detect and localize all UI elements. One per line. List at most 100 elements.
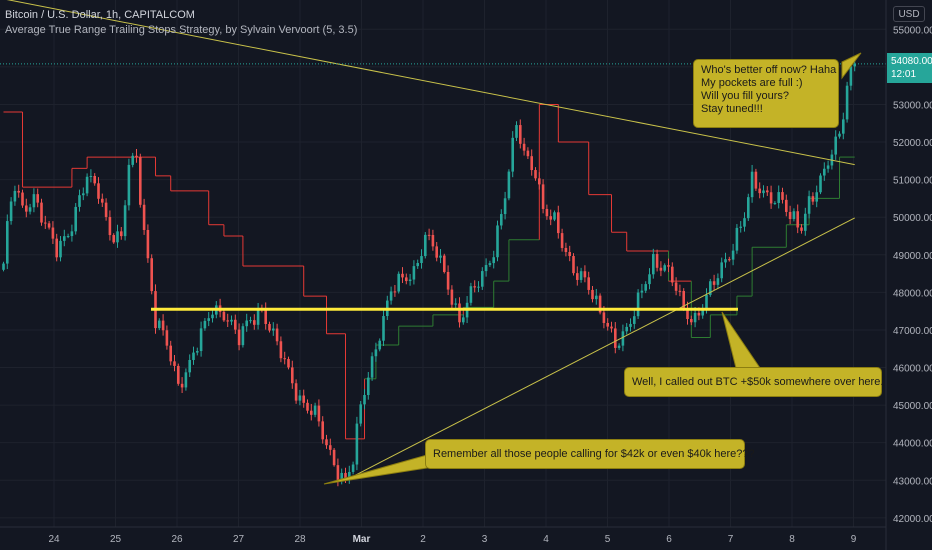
trend-line	[345, 217, 855, 481]
candle-body	[815, 192, 818, 202]
candle-body	[655, 254, 659, 268]
candle-body	[747, 197, 750, 219]
candle-body	[234, 319, 237, 330]
candle-body	[621, 331, 625, 346]
candle-body	[203, 320, 207, 329]
candle-body	[568, 252, 571, 257]
candle-body	[826, 165, 830, 169]
candle-body	[93, 175, 96, 184]
candle-body	[652, 254, 655, 275]
price-tick-label: 44000.00	[893, 439, 932, 450]
candle-body	[196, 351, 199, 353]
candle-body	[363, 395, 366, 405]
candle-body	[576, 273, 579, 280]
candle-body	[682, 291, 685, 309]
candle-body	[104, 202, 108, 218]
candle-body	[169, 345, 172, 362]
candle-body	[507, 171, 511, 199]
candle-body	[838, 133, 841, 137]
price-tick-label: 53000.00	[893, 100, 932, 111]
candle-body	[849, 66, 853, 86]
candle-body	[553, 212, 556, 220]
candle-body	[610, 326, 613, 329]
candlestick-series	[2, 57, 856, 487]
candle-body	[819, 175, 822, 193]
currency-button[interactable]: USD	[893, 6, 925, 22]
candle-body	[131, 155, 134, 165]
candle-body	[587, 277, 590, 290]
candle-body	[564, 247, 568, 253]
time-tick-label: Mar	[353, 534, 371, 545]
price-tick-label: 51000.00	[893, 176, 932, 187]
candle-body	[446, 271, 450, 290]
candle-body	[36, 194, 39, 203]
price-axis[interactable]: 42000.00 43000.00 44000.00 45000.00 46000.00…	[893, 25, 932, 525]
price-tick-label: 50000.00	[893, 213, 932, 224]
candle-body	[13, 190, 17, 202]
annotation-middle-right[interactable]: Well, I called out BTC +$50k somewhere o…	[624, 367, 890, 397]
candle-body	[70, 231, 74, 237]
time-axis[interactable]: 24 25 26 27 28 Mar 2 3 4 5 6 7 8 9	[48, 534, 856, 545]
candle-body	[268, 324, 271, 331]
candle-body	[389, 291, 393, 301]
candle-body	[161, 320, 165, 331]
candle-body	[74, 206, 77, 232]
candle-body	[804, 213, 807, 231]
candle-body	[412, 266, 416, 280]
candle-body	[701, 307, 704, 316]
candle-body	[690, 319, 693, 323]
time-tick-label: 24	[48, 534, 60, 545]
candle-body	[526, 150, 530, 157]
candle-body	[351, 464, 355, 472]
candle-body	[313, 405, 317, 415]
candle-body	[291, 367, 294, 384]
candle-body	[671, 266, 674, 283]
candle-body	[659, 267, 663, 271]
candle-body	[416, 263, 419, 267]
candle-body	[667, 265, 670, 267]
candle-body	[743, 218, 746, 227]
candle-body	[766, 190, 769, 193]
candle-body	[40, 202, 43, 223]
candle-body	[686, 308, 689, 320]
time-tick-label: 27	[233, 534, 245, 545]
candle-body	[253, 320, 256, 325]
price-tick-label: 55000.00	[893, 25, 932, 36]
last-price-label: 54080.00 12:01	[887, 53, 932, 83]
candle-body	[663, 265, 666, 271]
candle-body	[443, 255, 446, 272]
annotation-pointer	[721, 311, 761, 369]
candle-body	[842, 119, 845, 134]
annotation-line: Who's better off now? Haha	[701, 64, 837, 76]
candle-body	[355, 423, 359, 465]
candle-body	[55, 238, 58, 258]
candle-body	[287, 359, 290, 368]
candle-body	[462, 317, 465, 323]
annotation-line: Stay tuned!!!	[701, 103, 763, 115]
candle-body	[640, 290, 644, 293]
candle-body	[211, 314, 214, 319]
candle-body	[397, 273, 400, 292]
study-legend[interactable]: Average True Range Trailing Stops Strate…	[5, 24, 358, 36]
candle-body	[606, 322, 609, 327]
candle-body	[728, 259, 731, 261]
price-tick-label: 43000.00	[893, 476, 932, 487]
candle-body	[788, 211, 792, 219]
candle-body	[283, 358, 286, 360]
candle-body	[427, 234, 431, 236]
last-price-value: 54080.00	[891, 56, 932, 67]
candle-body	[484, 265, 488, 272]
candle-body	[644, 284, 647, 291]
candle-body	[66, 236, 70, 238]
candle-body	[602, 312, 606, 323]
candle-body	[59, 240, 62, 258]
candle-body	[811, 196, 815, 202]
candle-body	[63, 236, 66, 241]
time-tick-label: 5	[605, 534, 611, 545]
candle-body	[272, 328, 275, 331]
candle-body	[329, 445, 332, 450]
candle-body	[450, 289, 454, 305]
annotation-top-right[interactable]: Who's better off now? Haha My pockets ar…	[693, 59, 839, 128]
candle-body	[503, 198, 507, 215]
annotation-bottom[interactable]: Remember all those people calling for $4…	[425, 439, 755, 469]
